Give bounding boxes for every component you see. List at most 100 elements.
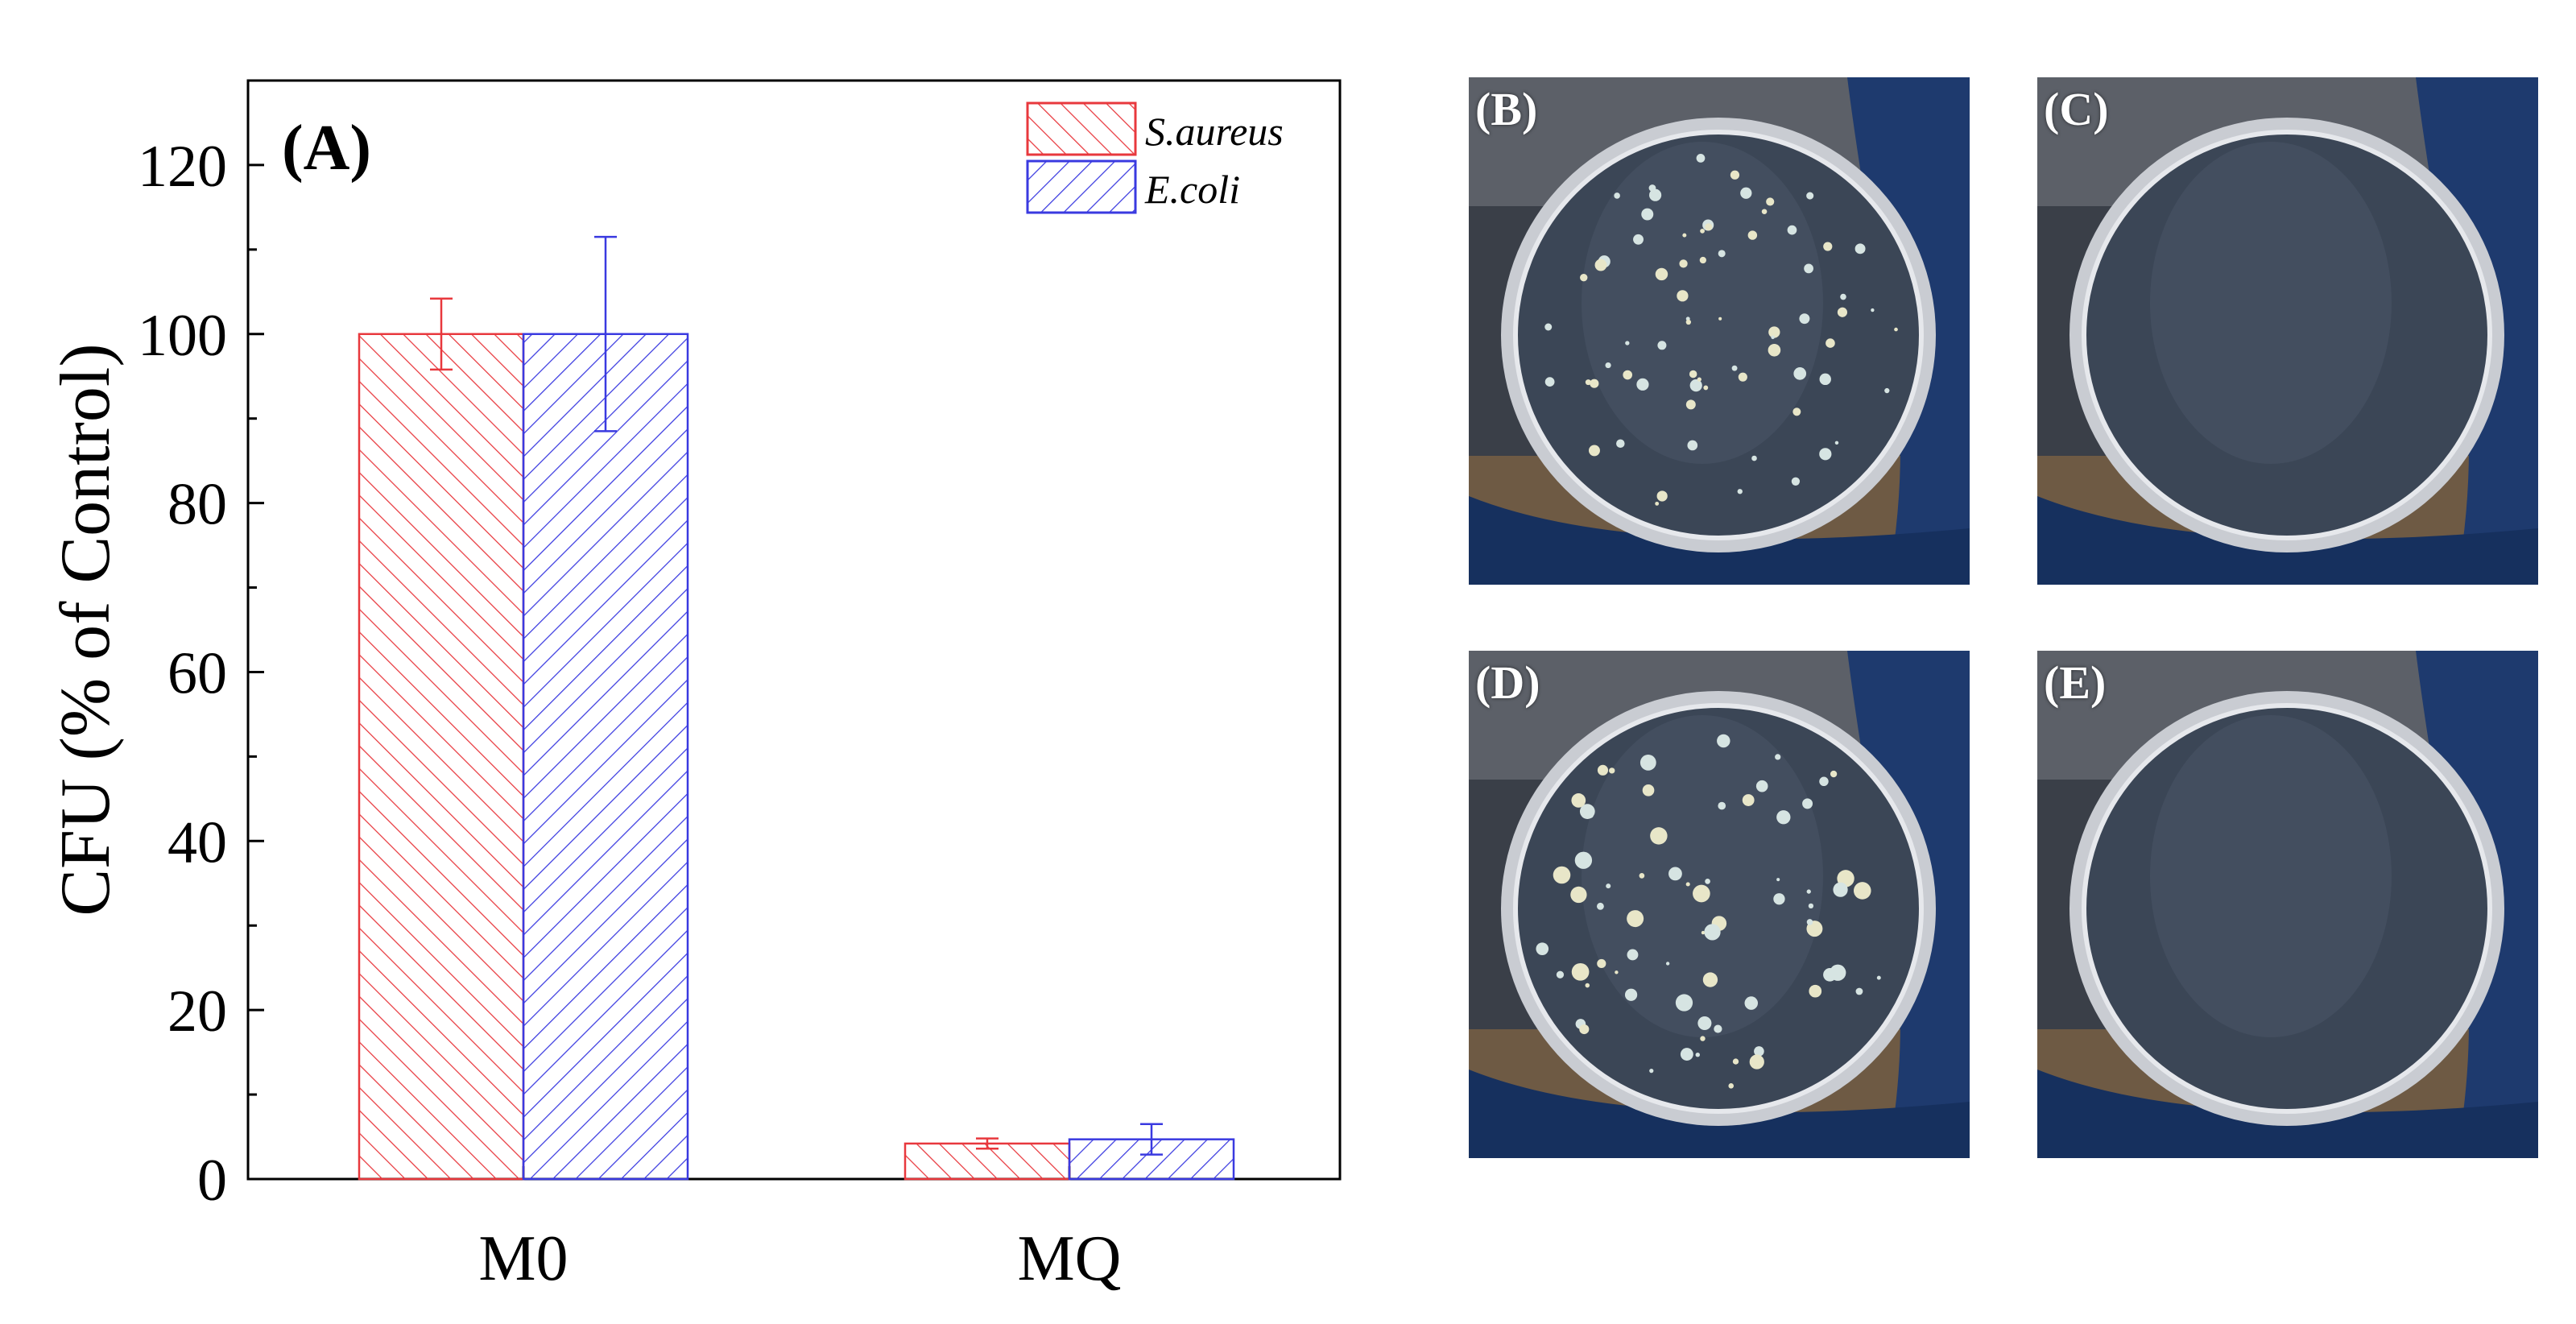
bacterial-colony	[1754, 1046, 1764, 1057]
bacterial-colony	[1693, 884, 1710, 903]
bacterial-colony	[1714, 1024, 1722, 1033]
y-tick-label: 80	[167, 472, 227, 538]
bacterial-colony	[1804, 263, 1813, 274]
bacterial-colony	[1701, 930, 1706, 935]
bacterial-colony	[1615, 970, 1619, 974]
bacterial-colony	[1776, 810, 1791, 825]
bar-saureus-m0	[358, 333, 525, 1181]
bacterial-colony	[1639, 755, 1656, 771]
bacterial-colony	[1695, 1052, 1700, 1057]
bacterial-colony	[1594, 259, 1607, 271]
bacterial-colony	[1792, 408, 1801, 416]
panel-label: (A)	[282, 113, 371, 184]
bacterial-colony	[1616, 439, 1625, 449]
bacterial-colony	[1650, 827, 1668, 845]
y-tick-label: 120	[138, 134, 227, 200]
bacterial-colony	[1579, 804, 1595, 819]
bacterial-colony	[1687, 440, 1698, 451]
legend: S.aureus E.coli	[1026, 101, 1284, 214]
bacterial-colony	[1677, 290, 1689, 302]
dish-inner-ring	[2082, 703, 2492, 1114]
bacterial-colony	[1837, 307, 1848, 317]
bacterial-colony	[1823, 968, 1837, 982]
bacterial-colony	[1655, 501, 1660, 506]
dish-inner-ring	[1513, 703, 1924, 1114]
bacterial-colony	[1819, 448, 1832, 461]
bacterial-colony	[1623, 370, 1633, 380]
bacterial-colony	[1799, 313, 1810, 325]
bacterial-colony	[1776, 878, 1780, 882]
bacterial-colony	[1718, 250, 1726, 258]
bacterial-colony	[1791, 477, 1801, 486]
bacterial-colony	[1703, 385, 1709, 391]
bacterial-colony	[1728, 1083, 1735, 1089]
dish-reflection	[2150, 142, 2392, 464]
bar-ecoli-m0	[522, 333, 689, 1181]
bacterial-colony	[1853, 882, 1871, 900]
bacterial-colony	[1571, 793, 1586, 808]
bacterial-colony	[1806, 889, 1811, 894]
bacterial-colony	[1580, 273, 1588, 282]
bacterial-colony	[1876, 975, 1881, 980]
bacterial-colony	[1884, 387, 1890, 394]
bacterial-colony	[1614, 192, 1620, 199]
bacterial-colony	[1609, 768, 1615, 774]
bar-chart: 0 20 40 60 80 100 120 M0 MQ (A) CFU (% of Contro…	[47, 79, 1342, 1294]
bacterial-colony	[1574, 851, 1593, 869]
bacterial-colony	[1775, 754, 1781, 760]
bacterial-colony	[1766, 197, 1775, 206]
bacterial-colony	[1749, 1054, 1764, 1070]
bacterial-colony	[1751, 455, 1757, 461]
bacterial-colony	[1633, 234, 1644, 245]
bacterial-colony	[1649, 188, 1662, 201]
bacterial-colony	[1738, 372, 1747, 382]
bacterial-colony	[1744, 996, 1759, 1010]
bacterial-colony	[1627, 949, 1639, 961]
petri-dish-photo-d: (D)	[1469, 651, 1970, 1158]
bacterial-colony	[1579, 1024, 1590, 1035]
bacterial-colony	[1697, 377, 1701, 382]
bacterial-colony	[1771, 335, 1775, 340]
bacterial-colony	[1732, 1058, 1739, 1065]
bacterial-colony	[1588, 445, 1600, 457]
bacterial-colony	[1679, 259, 1688, 268]
bacterial-colony	[1717, 734, 1730, 748]
bacterial-colony	[1570, 886, 1587, 904]
bacterial-colony	[1696, 154, 1706, 163]
petri-dish-photo-e: (E)	[2037, 651, 2538, 1158]
dish-reflection	[1582, 142, 1823, 464]
bacterial-colony	[1809, 984, 1822, 998]
bacterial-colony	[1675, 994, 1693, 1012]
bacterial-colony	[1808, 903, 1814, 909]
bacterial-colony	[1655, 267, 1668, 281]
bacterial-colony	[1740, 187, 1752, 199]
legend-label: S.aureus	[1145, 109, 1284, 154]
bacterial-colony	[1730, 170, 1740, 180]
bacterial-colony	[1590, 379, 1599, 388]
bacterial-colony	[1544, 323, 1553, 331]
bacterial-colony	[1826, 338, 1835, 348]
bacterial-colony	[1649, 1068, 1654, 1074]
photo-label-e: (E)	[2044, 656, 2107, 709]
petri-dish-image	[1469, 651, 1970, 1158]
bacterial-colony	[1680, 1048, 1693, 1061]
bacterial-colony	[1668, 867, 1682, 881]
bacterial-colony	[1871, 308, 1875, 312]
bacterial-colony	[1605, 362, 1611, 369]
bacterial-colony	[1806, 919, 1813, 925]
bacterial-colony	[1585, 379, 1591, 386]
bacterial-colony	[1697, 1016, 1712, 1031]
bacterial-colony	[1641, 208, 1654, 221]
bacterial-colony	[1685, 319, 1692, 325]
bacterial-colony	[1705, 223, 1713, 231]
bacterial-colony	[1536, 942, 1549, 955]
bacterial-colony	[1894, 327, 1898, 332]
petri-dish-photo-c: (C)	[2037, 77, 2538, 585]
y-axis-label: CFU (% of Control)	[47, 343, 125, 916]
bacterial-colony	[1685, 882, 1690, 887]
x-tick-label: M0	[478, 1223, 568, 1294]
bacterial-colony	[1700, 228, 1705, 234]
photo-label-c: (C)	[2044, 83, 2109, 135]
bacterial-colony	[1596, 902, 1604, 910]
y-tick-label: 40	[167, 809, 227, 875]
